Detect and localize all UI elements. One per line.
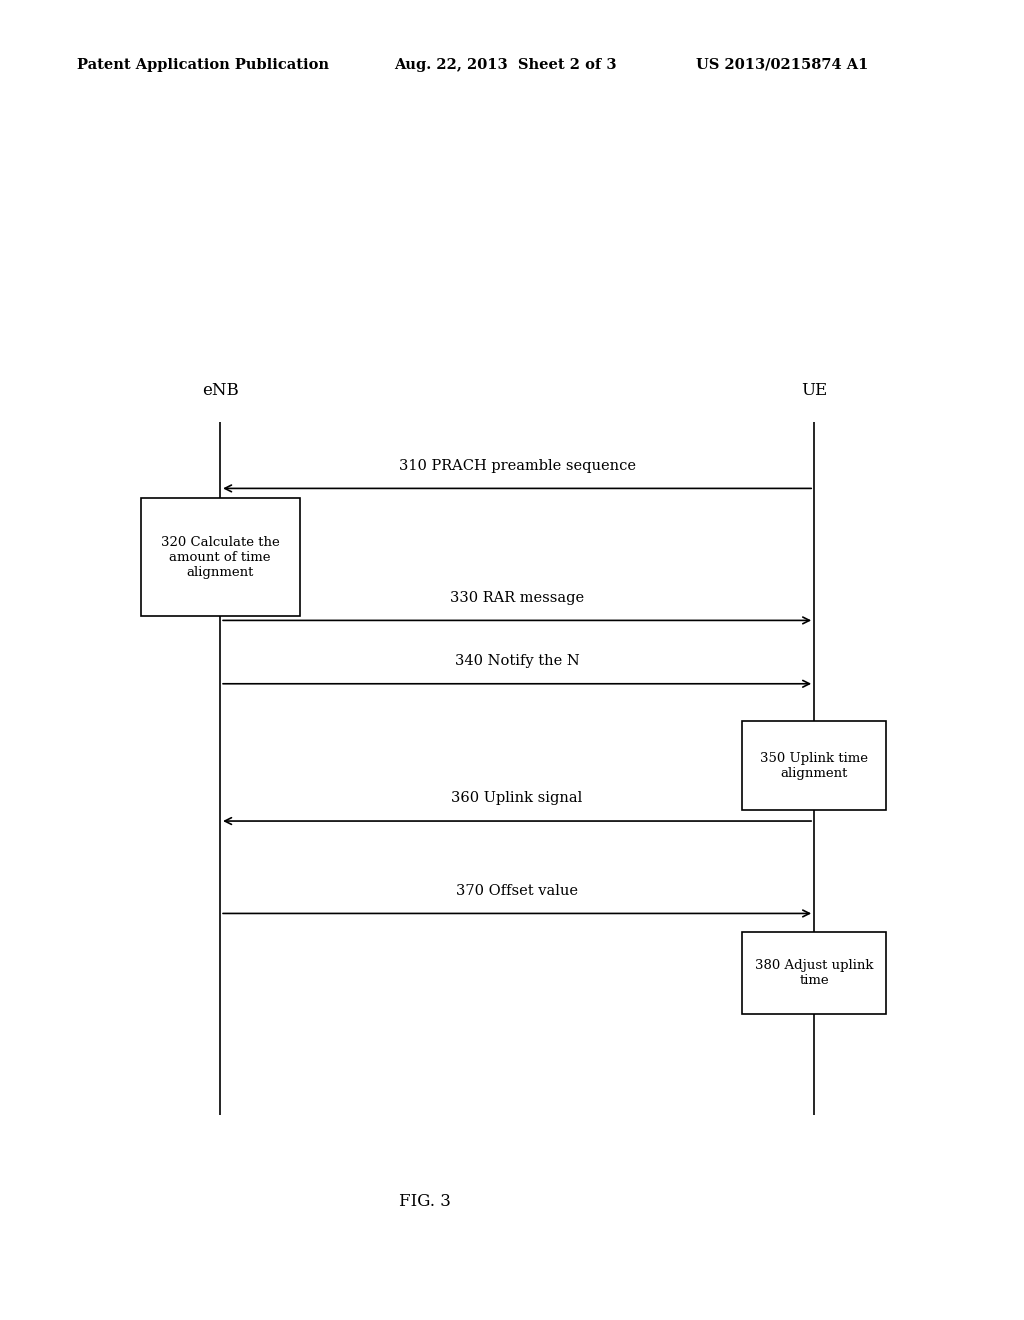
Text: Patent Application Publication: Patent Application Publication: [77, 58, 329, 71]
Bar: [141, 498, 299, 616]
Text: 330 RAR message: 330 RAR message: [451, 590, 584, 605]
Text: 360 Uplink signal: 360 Uplink signal: [452, 791, 583, 805]
Text: 340 Notify the N: 340 Notify the N: [455, 653, 580, 668]
Text: FIG. 3: FIG. 3: [399, 1193, 451, 1209]
Bar: [742, 932, 886, 1014]
Text: UE: UE: [801, 381, 827, 399]
Text: 350 Uplink time
alignment: 350 Uplink time alignment: [760, 751, 868, 780]
Text: 370 Offset value: 370 Offset value: [456, 883, 579, 898]
Bar: [742, 721, 886, 810]
Text: eNB: eNB: [202, 381, 239, 399]
Text: 310 PRACH preamble sequence: 310 PRACH preamble sequence: [398, 458, 636, 473]
Text: Aug. 22, 2013  Sheet 2 of 3: Aug. 22, 2013 Sheet 2 of 3: [394, 58, 616, 71]
Text: 320 Calculate the
amount of time
alignment: 320 Calculate the amount of time alignme…: [161, 536, 280, 578]
Text: US 2013/0215874 A1: US 2013/0215874 A1: [696, 58, 868, 71]
Text: 380 Adjust uplink
time: 380 Adjust uplink time: [755, 958, 873, 987]
